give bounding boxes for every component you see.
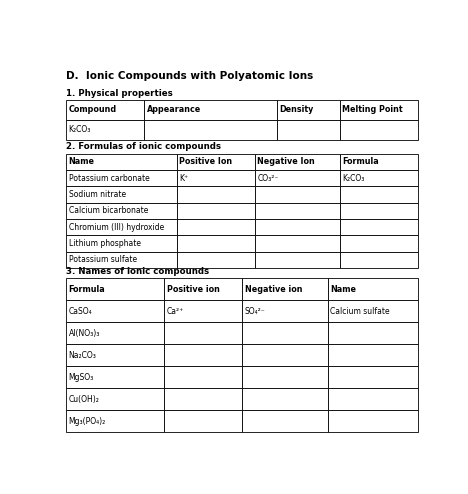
Bar xyxy=(66,366,164,388)
Bar xyxy=(340,100,418,120)
Bar xyxy=(66,186,177,203)
Text: Formula: Formula xyxy=(343,157,379,166)
Bar xyxy=(340,170,418,186)
Text: Mg₃(PO₄)₂: Mg₃(PO₄)₂ xyxy=(69,416,106,425)
Bar xyxy=(66,203,177,219)
Bar xyxy=(340,154,418,170)
Text: CaSO₄: CaSO₄ xyxy=(69,307,92,316)
Bar xyxy=(340,186,418,203)
Bar xyxy=(328,322,418,344)
Text: Na₂CO₃: Na₂CO₃ xyxy=(69,351,96,360)
Bar xyxy=(164,322,242,344)
Text: Potassium carbonate: Potassium carbonate xyxy=(69,174,149,183)
Bar xyxy=(328,410,418,432)
Bar xyxy=(242,322,328,344)
Bar xyxy=(66,154,177,170)
Text: K⁺: K⁺ xyxy=(179,174,189,183)
Bar xyxy=(66,344,164,366)
Text: D.  Ionic Compounds with Polyatomic Ions: D. Ionic Compounds with Polyatomic Ions xyxy=(66,72,314,82)
Bar xyxy=(177,252,255,268)
Bar xyxy=(164,388,242,410)
Bar xyxy=(164,410,242,432)
Bar xyxy=(340,120,418,139)
Bar xyxy=(164,344,242,366)
Bar xyxy=(340,252,418,268)
Bar xyxy=(66,410,164,432)
Bar xyxy=(255,252,340,268)
Bar xyxy=(177,154,255,170)
Text: Negative Ion: Negative Ion xyxy=(257,157,315,166)
Bar xyxy=(66,279,164,300)
Text: 3. Names of ionic compounds: 3. Names of ionic compounds xyxy=(66,267,210,276)
Bar xyxy=(328,279,418,300)
Text: 2. Formulas of ionic compounds: 2. Formulas of ionic compounds xyxy=(66,142,221,151)
Text: Density: Density xyxy=(279,105,314,115)
Text: Lithium phosphate: Lithium phosphate xyxy=(69,239,141,248)
Bar xyxy=(145,100,277,120)
Text: CO₃²⁻: CO₃²⁻ xyxy=(257,174,278,183)
Bar xyxy=(277,120,340,139)
Bar xyxy=(66,388,164,410)
Text: Calcium sulfate: Calcium sulfate xyxy=(330,307,389,316)
Bar xyxy=(66,219,177,236)
Bar xyxy=(328,366,418,388)
Bar xyxy=(328,300,418,322)
Text: K₂CO₃: K₂CO₃ xyxy=(343,174,365,183)
Bar xyxy=(177,186,255,203)
Bar xyxy=(66,252,177,268)
Bar xyxy=(66,100,145,120)
Bar xyxy=(66,300,164,322)
Text: Negative ion: Negative ion xyxy=(245,285,302,294)
Text: Melting Point: Melting Point xyxy=(343,105,403,115)
Bar xyxy=(164,300,242,322)
Bar xyxy=(242,410,328,432)
Bar xyxy=(255,154,340,170)
Bar xyxy=(177,170,255,186)
Bar xyxy=(66,120,145,139)
Text: Positive ion: Positive ion xyxy=(167,285,219,294)
Text: Al(NO₃)₃: Al(NO₃)₃ xyxy=(69,329,100,338)
Text: Appearance: Appearance xyxy=(146,105,201,115)
Text: Name: Name xyxy=(69,157,95,166)
Text: Formula: Formula xyxy=(69,285,105,294)
Bar xyxy=(177,219,255,236)
Text: Chromium (III) hydroxide: Chromium (III) hydroxide xyxy=(69,223,164,232)
Bar xyxy=(66,236,177,252)
Bar xyxy=(255,186,340,203)
Bar xyxy=(177,236,255,252)
Bar xyxy=(242,366,328,388)
Bar xyxy=(328,388,418,410)
Text: Sodium nitrate: Sodium nitrate xyxy=(69,190,126,199)
Text: Calcium bicarbonate: Calcium bicarbonate xyxy=(69,206,148,215)
Bar xyxy=(255,203,340,219)
Bar xyxy=(277,100,340,120)
Bar xyxy=(328,344,418,366)
Bar xyxy=(255,219,340,236)
Bar xyxy=(255,170,340,186)
Bar xyxy=(242,344,328,366)
Bar xyxy=(242,279,328,300)
Bar xyxy=(145,120,277,139)
Bar xyxy=(164,366,242,388)
Text: Compound: Compound xyxy=(69,105,117,115)
Bar xyxy=(242,300,328,322)
Text: Ca²⁺: Ca²⁺ xyxy=(167,307,184,316)
Bar xyxy=(340,236,418,252)
Bar xyxy=(177,203,255,219)
Bar xyxy=(164,279,242,300)
Text: K₂CO₃: K₂CO₃ xyxy=(69,125,91,134)
Bar xyxy=(66,322,164,344)
Bar xyxy=(255,236,340,252)
Bar xyxy=(340,203,418,219)
Text: Positive Ion: Positive Ion xyxy=(179,157,233,166)
Bar xyxy=(340,219,418,236)
Text: MgSO₃: MgSO₃ xyxy=(69,372,94,382)
Text: SO₄²⁻: SO₄²⁻ xyxy=(245,307,265,316)
Text: 1. Physical properties: 1. Physical properties xyxy=(66,89,173,98)
Text: Cu(OH)₂: Cu(OH)₂ xyxy=(69,395,100,404)
Bar xyxy=(242,388,328,410)
Text: Potassium sulfate: Potassium sulfate xyxy=(69,255,137,264)
Text: Name: Name xyxy=(330,285,356,294)
Bar xyxy=(66,170,177,186)
